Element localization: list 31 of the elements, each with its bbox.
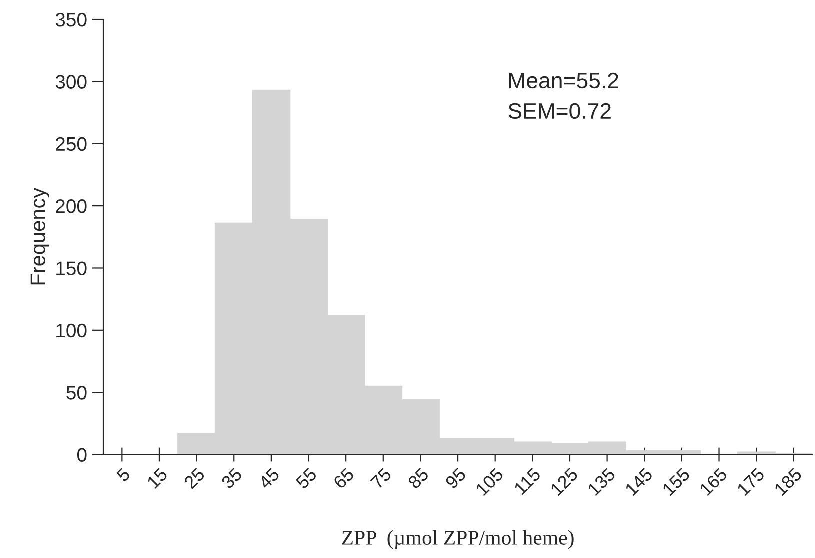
x-tick-label: 155 (662, 468, 691, 496)
x-tick-label: 15 (146, 468, 168, 490)
annotation: SEM=0.72 (508, 103, 611, 120)
x-tick-label: 85 (407, 467, 430, 490)
x-tick-label: 185 (774, 467, 803, 496)
x-tick-label: 135 (587, 467, 616, 496)
x-tick-label: 45 (258, 468, 280, 490)
x-axis-title: ZPP (µmol ZPP/mol heme) (342, 530, 574, 550)
x-tick-label: 115 (514, 468, 542, 496)
x-tick-label: 5 (116, 468, 132, 483)
x-tick-label: 125 (550, 467, 579, 496)
y-tick-label: 300 (56, 75, 87, 89)
x-tick-label: 35 (220, 467, 243, 490)
x-tick-label: 105 (475, 467, 504, 496)
x-tick-label: 95 (444, 467, 467, 490)
x-tick-label: 65 (332, 467, 355, 490)
x-tick-label: 75 (370, 468, 392, 490)
y-tick-label: 150 (56, 262, 87, 276)
x-tick-label: 175 (736, 468, 766, 496)
x-tick-label: 55 (296, 468, 318, 490)
y-tick-label: 50 (66, 386, 87, 400)
annotation: Mean=55.2 (509, 72, 618, 89)
y-axis-title: Frequency (30, 188, 50, 285)
y-tick-label: 0 (77, 448, 87, 462)
x-tick-label: 25 (184, 467, 206, 490)
x-tick-label: 145 (624, 468, 654, 496)
y-tick-label: 250 (56, 137, 87, 152)
y-tick-label: 100 (56, 324, 87, 338)
y-tick-label: 200 (56, 200, 87, 214)
y-tick-label: 350 (56, 13, 87, 27)
x-tick-label: 165 (699, 467, 728, 496)
